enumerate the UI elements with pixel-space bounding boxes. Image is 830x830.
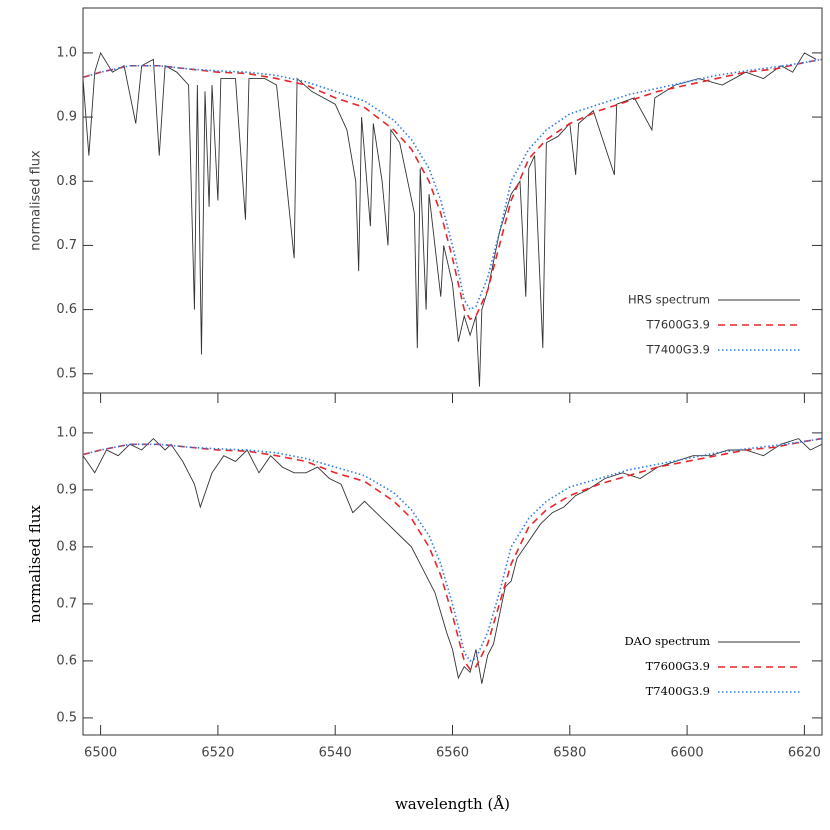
- y-tick-label: 0.6: [56, 302, 77, 317]
- y-tick-label: 0.8: [56, 174, 77, 189]
- series-line: [83, 437, 822, 684]
- y-tick-label: 0.7: [56, 596, 77, 611]
- x-tick-label: 6560: [436, 746, 469, 761]
- plot-frame: [82, 392, 823, 736]
- plot-frame: [82, 7, 823, 394]
- legend-label: T7400G3.9: [646, 343, 711, 357]
- legend-label: HRS spectrum: [628, 293, 710, 307]
- y-axis-label: normalised flux: [29, 150, 44, 251]
- x-tick-label: 6520: [201, 746, 234, 761]
- panel: 0.5 0.6 0.7 0.8 0.9 1.0 normalised flux HRS spe…: [29, 7, 823, 394]
- legend-label: T7600G3.9: [646, 318, 711, 332]
- y-tick-label: 0.9: [56, 110, 77, 125]
- series-line: [83, 437, 822, 671]
- series-line: [83, 58, 822, 321]
- x-tick-label: 6620: [788, 746, 821, 761]
- x-tick-label: 6580: [553, 746, 586, 761]
- x-tick-label: 6600: [671, 746, 704, 761]
- y-tick-label: 1.0: [56, 45, 77, 60]
- y-tick-label: 1.0: [56, 425, 77, 440]
- y-tick-label: 0.9: [56, 482, 77, 497]
- y-axis-label: normalised flux: [26, 505, 44, 623]
- y-tick-label: 0.8: [56, 539, 77, 554]
- series-line: [83, 58, 822, 311]
- legend-label: T7400G3.9: [646, 684, 710, 698]
- legend-label: T7600G3.9: [646, 659, 710, 673]
- legend-label: DAO spectrum: [624, 634, 710, 648]
- y-tick-label: 0.5: [56, 366, 77, 381]
- series-line: [83, 51, 817, 387]
- y-tick-label: 0.5: [56, 710, 77, 725]
- y-tick-label: 0.6: [56, 653, 77, 668]
- x-axis-label: wavelength (Å): [395, 795, 510, 813]
- series-line: [83, 437, 822, 662]
- y-tick-label: 0.7: [56, 238, 77, 253]
- x-tick-label: 6500: [84, 746, 117, 761]
- panel: 0.5 0.6 0.7 0.8 0.9 1.0 6500 6520 6540 6560 6580 66…: [26, 392, 823, 813]
- x-tick-label: 6540: [319, 746, 352, 761]
